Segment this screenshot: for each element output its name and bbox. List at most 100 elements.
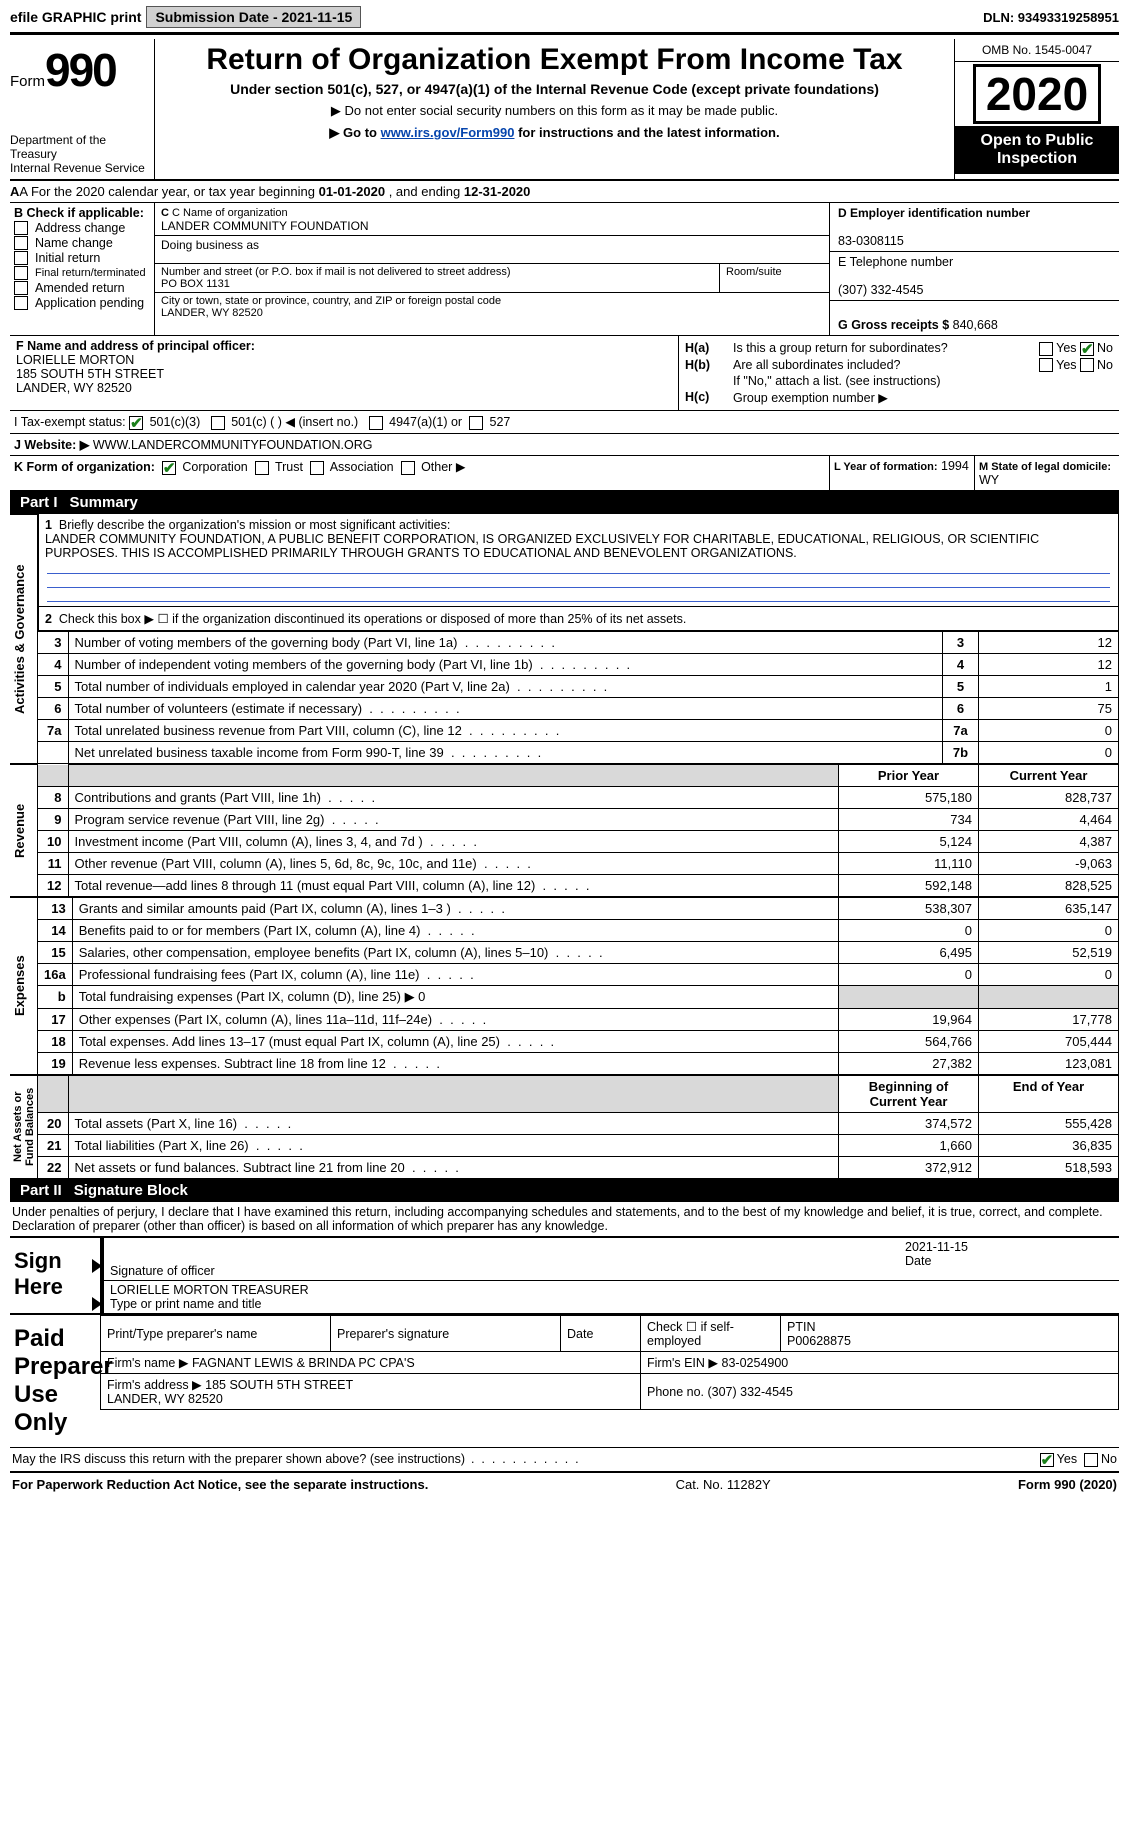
omb-number: OMB No. 1545-0047 [955,39,1119,62]
ha-yes[interactable] [1039,342,1053,356]
line-i: I Tax-exempt status: 501(c)(3) 501(c) ( … [10,411,1119,434]
table-row: 19Revenue less expenses. Subtract line 1… [38,1053,1119,1075]
discuss-yes[interactable] [1040,1453,1054,1467]
preparer-table: Print/Type preparer's name Preparer's si… [100,1315,1119,1410]
column-c: C C Name of organization LANDER COMMUNIT… [155,203,829,335]
block-bcd: B Check if applicable: Address change Na… [10,203,1119,336]
form-header: Form990 Department of the Treasury Inter… [10,39,1119,181]
governance-section: Activities & Governance 1 Briefly descri… [10,514,1119,764]
opt-corp: Corporation [182,460,247,474]
addr-label: Number and street (or P.O. box if mail i… [161,266,511,278]
firm-phone: (307) 332-4545 [707,1385,792,1399]
chk-address-change[interactable] [14,221,28,235]
chk-amended-return[interactable] [14,281,28,295]
officer-label: F Name and address of principal officer: [16,339,255,353]
hb-yes[interactable] [1039,358,1053,372]
table-row: 7aTotal unrelated business revenue from … [38,720,1119,742]
prep-name-label: Print/Type preparer's name [107,1327,257,1341]
irs-link[interactable]: www.irs.gov/Form990 [381,125,515,140]
table-row: 16aProfessional fundraising fees (Part I… [38,964,1119,986]
year-formation-label: L Year of formation: [834,461,938,473]
chk-other[interactable] [401,461,415,475]
year-formation: 1994 [941,459,969,473]
table-row: 21Total liabilities (Part X, line 26) . … [38,1135,1119,1157]
chk-application-pending[interactable] [14,296,28,310]
org-address: PO BOX 1131 [161,278,230,290]
firm-name: FAGNANT LEWIS & BRINDA PC CPA'S [192,1356,415,1370]
website-value: WWW.LANDERCOMMUNITYFOUNDATION.ORG [93,438,373,452]
expenses-table: 13Grants and similar amounts paid (Part … [38,897,1119,1075]
city-label: City or town, state or province, country… [161,295,501,307]
gross-value: 840,668 [953,318,998,332]
line-a: AA For the 2020 calendar year, or tax ye… [10,181,1119,203]
sig-name: LORIELLE MORTON TREASURER [110,1283,309,1297]
revenue-table: Prior YearCurrent Year8Contributions and… [38,764,1119,897]
chk-initial-return[interactable] [14,251,28,265]
hb-text: Are all subordinates included? [733,358,1031,372]
chk-4947[interactable] [369,416,383,430]
sig-date-label: Date [905,1254,931,1268]
note2-post: for instructions and the latest informat… [514,125,779,140]
name-label: C Name of organization [172,207,288,219]
line2-text: Check this box ▶ ☐ if the organization d… [59,612,686,626]
header-mid: Return of Organization Exempt From Incom… [155,39,954,179]
prep-date-label: Date [567,1327,593,1341]
domicile: WY [979,473,999,487]
footer-mid: Cat. No. 11282Y [676,1477,771,1492]
sig-date: 2021-11-15 [905,1240,968,1254]
line-a-pre: A For the 2020 calendar year, or tax yea… [19,184,318,199]
expenses-section: Expenses 13Grants and similar amounts pa… [10,897,1119,1075]
tab-revenue: Revenue [10,764,38,897]
ptin-value: P00628875 [787,1334,851,1348]
chk-501c[interactable] [211,416,225,430]
topbar: efile GRAPHIC print Submission Date - 20… [10,6,1119,28]
table-row: 4Number of independent voting members of… [38,654,1119,676]
chk-final-return[interactable] [14,266,28,280]
lbl-final-return: Final return/terminated [35,267,146,279]
part-i-num: Part I [20,494,58,511]
room-label: Room/suite [726,266,782,278]
table-row: Net unrelated business taxable income fr… [38,742,1119,764]
discuss-no[interactable] [1084,1453,1098,1467]
governance-table: 3Number of voting members of the governi… [38,631,1119,764]
table-row: 11Other revenue (Part VIII, column (A), … [38,853,1119,875]
discuss-text: May the IRS discuss this return with the… [12,1452,465,1467]
website-label: J Website: ▶ [14,438,89,452]
column-h: H(a)Is this a group return for subordina… [679,336,1119,410]
chk-527[interactable] [469,416,483,430]
domicile-label: M State of legal domicile: [979,461,1111,473]
table-row: 5Total number of individuals employed in… [38,676,1119,698]
hb-note: If "No," attach a list. (see instruction… [733,374,941,388]
officer-name: LORIELLE MORTON [16,353,134,367]
submission-date-button[interactable]: Submission Date - 2021-11-15 [146,6,361,28]
chk-assoc[interactable] [310,461,324,475]
sign-here-label: Sign Here [10,1238,100,1313]
discuss-row: May the IRS discuss this return with the… [10,1447,1119,1473]
note2-pre: ▶ Go to [329,125,380,140]
org-city: LANDER, WY 82520 [161,307,263,319]
officer-addr1: 185 SOUTH 5TH STREET [16,367,164,381]
officer-addr2: LANDER, WY 82520 [16,381,132,395]
footer-right: Form 990 (2020) [1018,1477,1117,1492]
prep-sig-label: Preparer's signature [337,1327,449,1341]
part-ii-title: Signature Block [74,1182,188,1199]
firm-phone-label: Phone no. [647,1385,704,1399]
chk-trust[interactable] [255,461,269,475]
chk-name-change[interactable] [14,236,28,250]
tax-status-label: I Tax-exempt status: [14,415,126,429]
ha-no[interactable] [1080,342,1094,356]
table-row: 9Program service revenue (Part VIII, lin… [38,809,1119,831]
opt-527: 527 [490,415,511,429]
hb-no[interactable] [1080,358,1094,372]
page-footer: For Paperwork Reduction Act Notice, see … [10,1473,1119,1496]
lbl-address-change: Address change [35,221,125,235]
department-label: Department of the Treasury Internal Reve… [10,133,148,175]
firm-name-label: Firm's name ▶ [107,1356,188,1370]
mission-text: LANDER COMMUNITY FOUNDATION, A PUBLIC BE… [45,532,1039,560]
chk-corp[interactable] [162,461,176,475]
header-left: Form990 Department of the Treasury Inter… [10,39,155,179]
self-emp-label: Check ☐ if self-employed [647,1320,734,1348]
table-row: 18Total expenses. Add lines 13–17 (must … [38,1031,1119,1053]
col-b-header: B Check if applicable: [14,206,144,220]
chk-501c3[interactable] [129,416,143,430]
